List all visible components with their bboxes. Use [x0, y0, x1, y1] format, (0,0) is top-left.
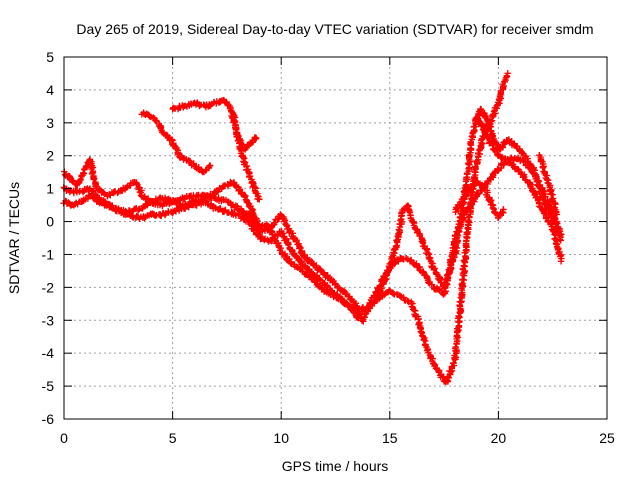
y-tick-label: 3 — [46, 115, 54, 131]
series-track-F — [229, 110, 263, 203]
y-tick-label: -3 — [42, 312, 55, 328]
x-tick-label: 10 — [273, 430, 289, 446]
y-tick-label: 5 — [46, 49, 54, 65]
data-point-markers — [472, 105, 565, 238]
data-point-markers — [61, 154, 564, 325]
y-tick-label: -5 — [42, 378, 55, 394]
y-tick-label: 4 — [46, 82, 54, 98]
series-track-I — [536, 152, 561, 218]
x-tick-label: 15 — [382, 430, 398, 446]
y-tick-label: -4 — [42, 345, 55, 361]
series-track-A — [61, 154, 564, 325]
y-tick-label: -1 — [42, 246, 55, 262]
y-tick-label: 0 — [46, 214, 54, 230]
y-tick-label: -2 — [42, 279, 55, 295]
grid-layer — [64, 57, 607, 419]
data-point-markers — [138, 109, 214, 176]
data-point-markers — [229, 110, 263, 203]
y-tick-label: -6 — [42, 411, 55, 427]
series-track-E — [169, 96, 260, 153]
plot-frame — [63, 56, 608, 420]
tick-layer: -6 -5 -4 -3 -2 -1 0 1 2 3 4 5 0 5 10 15 20 25 — [42, 49, 615, 446]
x-tick-label: 25 — [599, 430, 615, 446]
series-track-G — [472, 105, 565, 238]
data-layer — [60, 70, 565, 386]
y-axis-label: SDTVAR / TECUs — [6, 182, 22, 294]
data-point-markers — [169, 96, 260, 153]
series-track-D — [138, 109, 214, 176]
y-tick-label: 1 — [46, 181, 54, 197]
y-tick-label: 2 — [46, 148, 54, 164]
data-point-markers — [452, 178, 507, 222]
series-track-H — [452, 178, 507, 222]
x-axis-label: GPS time / hours — [282, 458, 389, 474]
data-point-markers — [536, 152, 561, 218]
x-tick-label: 20 — [491, 430, 507, 446]
chart-title: Day 265 of 2019, Sidereal Day-to-day VTE… — [76, 21, 593, 37]
x-tick-label: 5 — [169, 430, 177, 446]
x-tick-label: 0 — [60, 430, 68, 446]
